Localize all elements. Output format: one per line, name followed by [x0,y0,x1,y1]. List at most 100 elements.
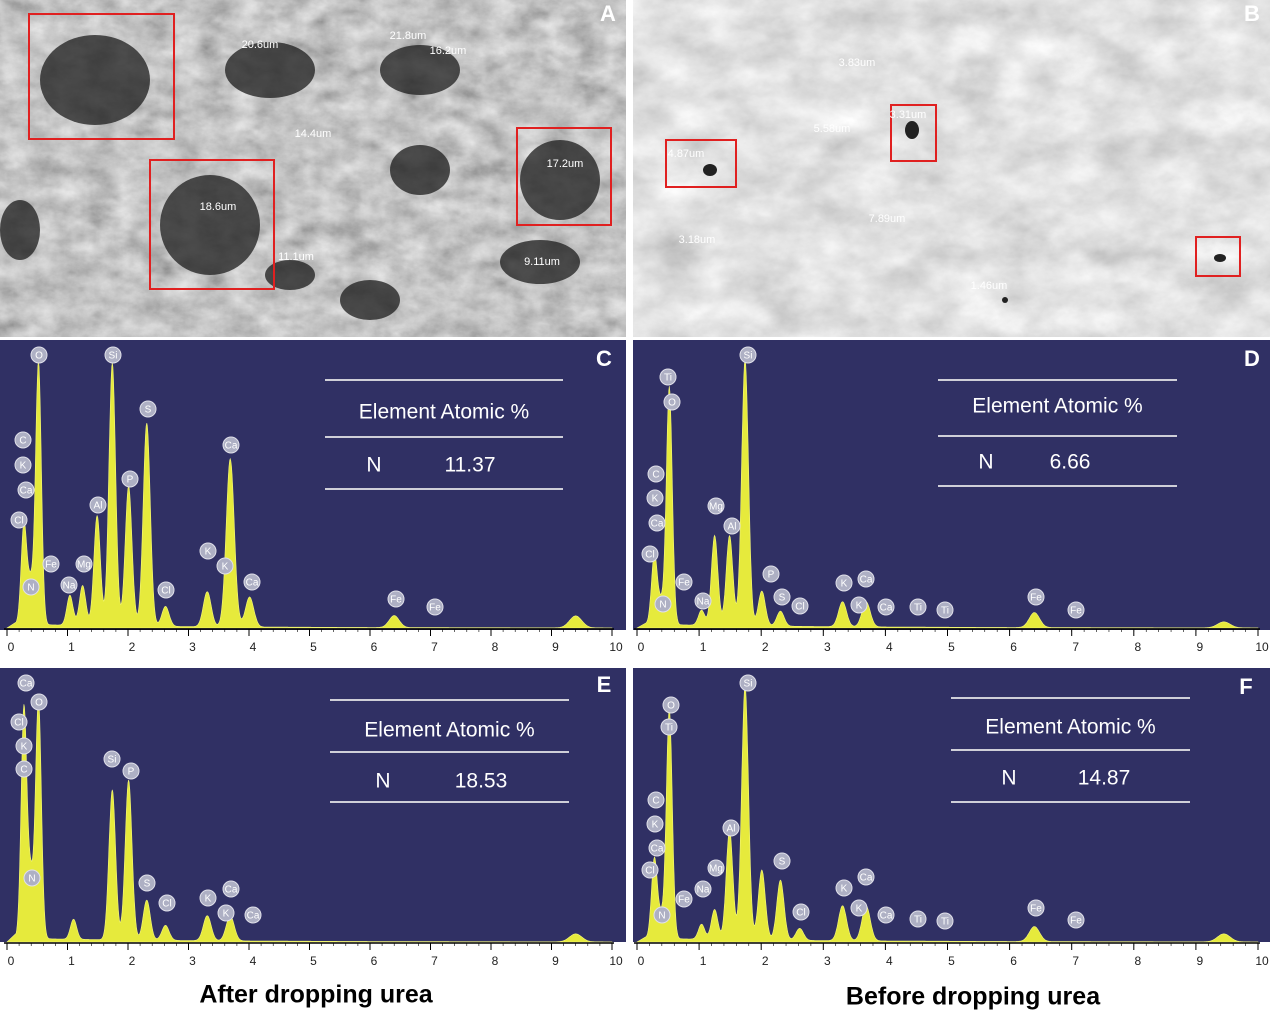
peak-label: C [652,796,659,807]
peak-label: O [667,701,675,712]
x-tick-label: 8 [492,640,499,654]
peak-badge [244,906,262,924]
peak-label: Ca [880,911,893,922]
peak-badge [103,750,121,768]
peak-label: Ca [651,519,664,530]
peak-label: K [856,601,863,612]
peak-badge [17,674,35,692]
peak-badge [850,596,868,614]
peak-badge [22,578,40,596]
measurement: 14.4um [295,128,332,140]
peak-label: K [205,547,212,558]
peak-label: Ca [20,679,33,690]
x-tick-label: 8 [1134,640,1141,654]
peak-badge [216,557,234,575]
table-element: N [978,451,993,474]
x-tick-label: 0 [8,640,15,654]
peak-badge [89,496,107,514]
peak-label: N [659,600,666,611]
peak-label: Al [94,501,103,512]
x-tick-label: 6 [371,640,378,654]
x-tick-label: 10 [1255,954,1269,968]
peak-label: Na [697,885,710,896]
peak-badge [909,910,927,928]
measurement: 1.46um [971,280,1008,292]
peak-badge [850,899,868,917]
x-tick-label: 0 [8,954,15,968]
peak-label: K [20,461,27,472]
peak-badge [1067,911,1085,929]
spectrum [6,697,613,943]
peak-badge [936,601,954,619]
peak-badge [138,874,156,892]
x-tick-label: 2 [129,954,136,968]
measurement: 4.87um [668,148,705,160]
x-tick-label: 7 [1072,640,1079,654]
x-tick-label: 10 [1255,640,1269,654]
peak-badge [1027,899,1045,917]
peak-label: Ca [20,486,33,497]
peak-badge [426,598,444,616]
peak-label: Fe [678,895,690,906]
peak-badge [877,598,895,616]
x-tick-label: 4 [886,954,893,968]
peak-badge [60,576,78,594]
peak-label: Al [728,522,737,533]
peak-label: P [768,570,775,581]
peak-label: Ti [914,603,922,614]
measurement: 9.11um [524,256,560,268]
peak-badge [75,555,93,573]
peak-label: P [127,475,134,486]
peak-label: K [222,562,229,573]
peak-badge [139,400,157,418]
peak-badge [122,762,140,780]
peak-label: Ca [880,603,893,614]
x-tick-label: 3 [189,954,196,968]
peak-label: Si [744,679,753,690]
peak-label: C [652,470,659,481]
measurement: 5.58um [814,123,851,135]
peak-label: C [20,765,27,776]
x-tick-label: 8 [1134,954,1141,968]
peak-badge [647,791,665,809]
x-tick-label: 3 [189,640,196,654]
peak-badge [773,588,791,606]
peak-badge [1067,601,1085,619]
peak-badge [23,869,41,887]
peak-badge [662,696,680,714]
panel-label: F [1239,674,1252,699]
peak-badge [663,393,681,411]
peak-badge [1027,588,1045,606]
x-tick-label: 10 [609,640,623,654]
peak-badge [791,597,809,615]
x-tick-label: 7 [431,954,438,968]
peak-badge [936,912,954,930]
peak-badge [694,880,712,898]
peak-label: Mg [77,560,91,571]
measurement: 3.18um [679,234,716,246]
peak-badge [17,481,35,499]
peak-label: Ca [651,844,664,855]
peak-label: K [205,894,212,905]
caption: Before dropping urea [846,983,1101,1011]
peak-label: Fe [429,603,441,614]
peak-label: Fe [1070,916,1082,927]
x-tick-label: 4 [886,640,893,654]
x-tick-label: 5 [948,640,955,654]
peak-label: K [856,904,863,915]
x-tick-label: 0 [638,954,645,968]
x-tick-label: 0 [638,640,645,654]
spectrum [5,360,613,629]
sem-image [633,0,1270,337]
peak-badge [199,542,217,560]
peak-badge [30,693,48,711]
table-value: 14.87 [1078,767,1131,790]
peak-badge [158,894,176,912]
peak-label: Cl [14,516,23,527]
x-tick-label: 7 [1072,954,1079,968]
peak-label: Cl [645,550,654,561]
peak-badge [641,545,659,563]
peak-label: N [27,583,34,594]
peak-label: Mg [709,502,723,513]
